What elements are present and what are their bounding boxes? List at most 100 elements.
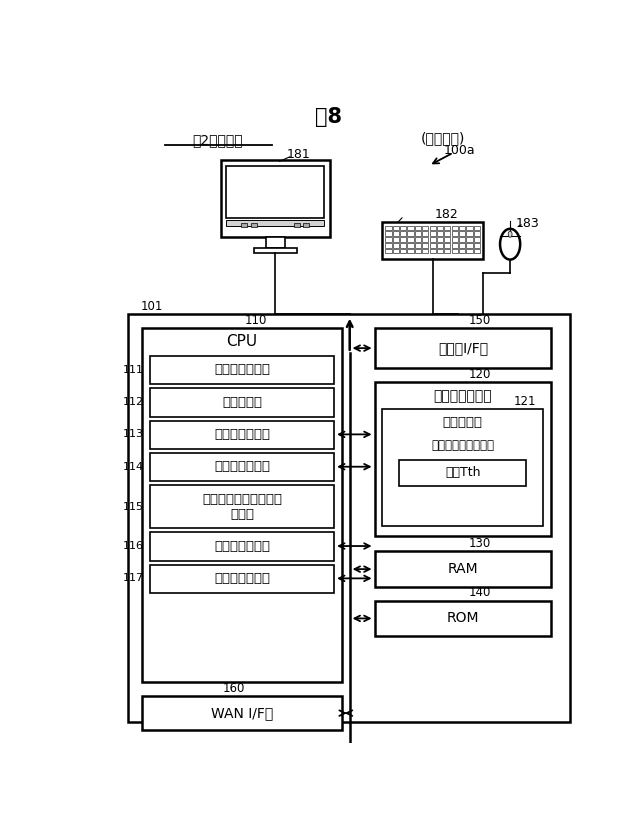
Bar (253, 248, 297, 254)
Text: 駆付時間関連条件：: 駆付時間関連条件： (431, 439, 494, 453)
Text: (管理装置): (管理装置) (420, 132, 465, 145)
Bar (415, 237, 421, 242)
Bar (452, 249, 458, 254)
Bar (150, 564, 334, 593)
Bar (437, 243, 443, 248)
Bar (393, 243, 399, 248)
Bar (422, 243, 428, 248)
Bar (437, 237, 443, 242)
Bar (444, 243, 451, 248)
Bar (437, 231, 443, 236)
Bar (415, 225, 421, 230)
Text: 図8: 図8 (314, 107, 342, 127)
Bar (150, 453, 334, 481)
Bar (374, 382, 551, 536)
Text: 114: 114 (122, 462, 143, 472)
Text: 182: 182 (435, 208, 458, 220)
Bar (429, 237, 436, 242)
Bar (415, 231, 421, 236)
Bar (437, 225, 443, 230)
Bar (241, 224, 248, 227)
Bar (452, 237, 458, 242)
Text: 役割特定部: 役割特定部 (222, 396, 262, 408)
Text: 111: 111 (122, 365, 143, 375)
Bar (444, 249, 451, 254)
Bar (142, 696, 342, 730)
Bar (393, 249, 399, 254)
Bar (467, 237, 472, 242)
Text: 113: 113 (122, 429, 143, 439)
Text: ROM: ROM (447, 611, 479, 625)
Bar (393, 231, 399, 236)
Text: 配車場所特定部: 配車場所特定部 (214, 428, 270, 441)
Bar (374, 600, 551, 636)
Text: 121: 121 (513, 395, 536, 407)
Text: 100a: 100a (444, 144, 476, 157)
Bar (415, 249, 421, 254)
Text: CPU: CPU (227, 335, 257, 350)
Bar (408, 237, 413, 242)
Text: 117: 117 (122, 574, 143, 584)
Bar (227, 165, 324, 218)
Text: 駆付車両決定部: 駆付車両決定部 (214, 539, 270, 553)
Bar (452, 231, 458, 236)
Text: 183: 183 (515, 217, 539, 230)
Text: 140: 140 (468, 586, 491, 600)
Bar (459, 225, 465, 230)
Bar (400, 237, 406, 242)
Text: 条件格納部: 条件格納部 (443, 417, 483, 429)
Bar (474, 225, 480, 230)
Bar (400, 249, 406, 254)
Bar (399, 460, 526, 486)
Bar (221, 160, 330, 237)
Bar (150, 356, 334, 384)
Bar (444, 231, 451, 236)
Text: 116: 116 (122, 541, 143, 551)
Text: 181: 181 (287, 148, 310, 160)
Bar (266, 237, 285, 248)
Bar (474, 231, 480, 236)
Bar (393, 225, 399, 230)
Text: ハードディスク: ハードディスク (433, 389, 492, 402)
Bar (250, 224, 257, 227)
Text: ブロードキャスト命令
送信部: ブロードキャスト命令 送信部 (202, 493, 282, 521)
Bar (150, 388, 334, 417)
Bar (467, 249, 472, 254)
Bar (474, 243, 480, 248)
Bar (408, 243, 413, 248)
Text: 115: 115 (122, 502, 143, 512)
Bar (400, 231, 406, 236)
Bar (385, 243, 392, 248)
Bar (429, 231, 436, 236)
Bar (150, 485, 334, 529)
Bar (408, 225, 413, 230)
Bar (400, 225, 406, 230)
Bar (385, 249, 392, 254)
Bar (452, 243, 458, 248)
Bar (142, 328, 342, 682)
Bar (385, 231, 392, 236)
Text: 閾値Tth: 閾値Tth (445, 467, 481, 479)
Bar (422, 231, 428, 236)
Bar (467, 231, 472, 236)
Bar (444, 237, 451, 242)
Bar (422, 225, 428, 230)
Bar (382, 409, 543, 526)
Bar (374, 328, 551, 368)
Bar (467, 243, 472, 248)
Text: RAM: RAM (447, 562, 478, 576)
Bar (227, 220, 324, 226)
Bar (459, 237, 465, 242)
Bar (400, 243, 406, 248)
Bar (429, 225, 436, 230)
Bar (429, 243, 436, 248)
Text: 101: 101 (140, 300, 163, 313)
Bar (452, 225, 458, 230)
Bar (374, 551, 551, 587)
Text: 入出力I/F部: 入出力I/F部 (438, 342, 488, 355)
Bar (459, 249, 465, 254)
Bar (408, 231, 413, 236)
Bar (415, 243, 421, 248)
Bar (437, 249, 443, 254)
Ellipse shape (508, 231, 512, 237)
